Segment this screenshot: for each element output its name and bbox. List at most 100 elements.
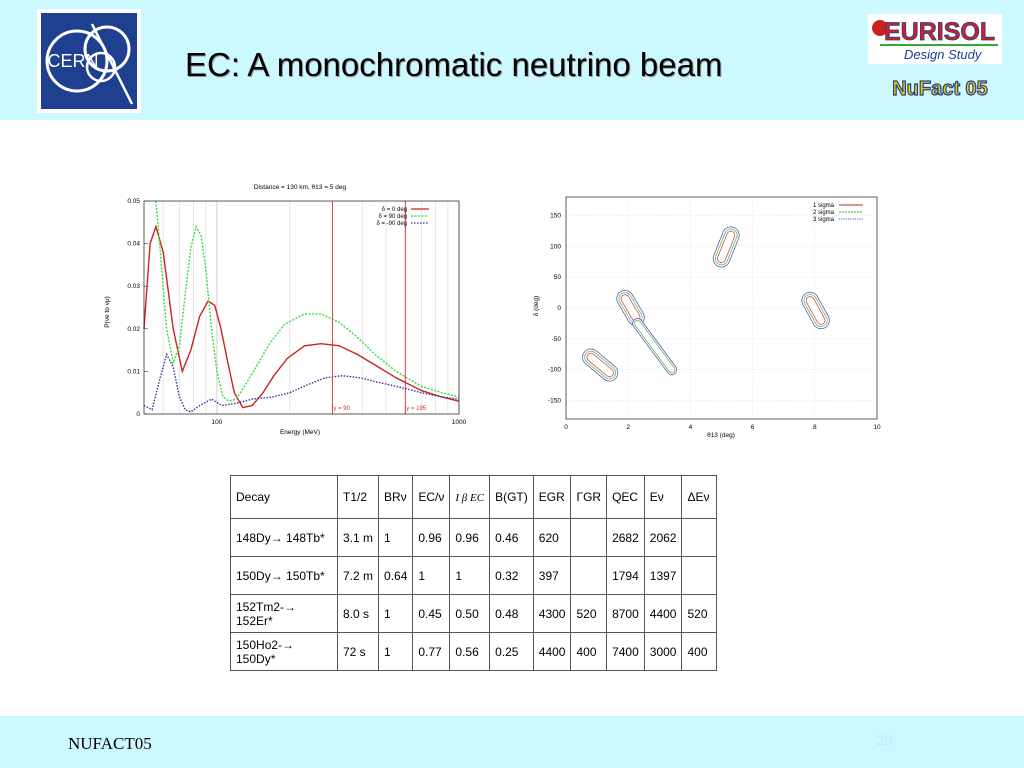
table-cell: 0.32 xyxy=(489,556,534,595)
header-bgt: B(GT) xyxy=(489,475,534,519)
chart2-xtick-label: 8 xyxy=(813,424,817,431)
chart2-ytick-label: 150 xyxy=(550,213,561,220)
cern-logo-text: CERN xyxy=(47,51,98,71)
chart1-xtick-label: 1000 xyxy=(452,419,467,426)
header-gamma-gr-text: ΓGR xyxy=(576,490,602,504)
chart2-legend-label: 2 sigma xyxy=(813,210,835,216)
page-number: 29 xyxy=(876,732,893,749)
chart1-ytick-label: 0.03 xyxy=(127,283,140,290)
header-decay-text: Decay xyxy=(236,490,271,504)
chart2-ytick-label: 0 xyxy=(557,305,561,312)
table-cell: 0.46 xyxy=(489,518,534,557)
chart1-gamma-label: γ = 195 xyxy=(406,406,427,412)
chart1-ytick-label: 0.01 xyxy=(127,368,140,375)
header-decay: Decay xyxy=(230,475,338,519)
table-cell: 0.64 xyxy=(378,556,414,595)
table-cell: 0.50 xyxy=(449,594,491,633)
header-bgt-text: B(GT) xyxy=(495,490,528,504)
decay-table: Decay T1/2 BRν EC/ν I β EC B(GT) EGR ΓGR… xyxy=(230,475,718,671)
chart1-gamma-label: γ = 90 xyxy=(333,406,350,412)
table-cell: 3000 xyxy=(643,632,683,671)
chart2-legend-label: 1 sigma xyxy=(813,203,835,209)
chart2-region-fill xyxy=(621,295,640,321)
table-cell: 0.56 xyxy=(449,632,491,671)
header-qec-text: QEC xyxy=(612,490,639,504)
confidence-region-chart-svg: θ13 (deg) δ (deg) -150 -100 -50 0 50 100 150 0 2… xyxy=(533,196,881,439)
chart1-ytick-label: 0.05 xyxy=(127,198,140,205)
slide-title: EC: A monochromatic neutrino beam xyxy=(185,46,723,83)
table-cell: 0.45 xyxy=(412,594,451,633)
table-header-row: Decay T1/2 BRν EC/ν I β EC B(GT) EGR ΓGR… xyxy=(230,475,718,519)
table-cell: 520 xyxy=(570,594,608,633)
nufact-logo: NuFact 05 xyxy=(885,75,995,101)
confidence-region-chart: θ13 (deg) δ (deg) -150 -100 -50 0 50 100 150 0 2… xyxy=(525,192,887,442)
table-cell: 520 xyxy=(681,594,718,633)
table-cell: 1 xyxy=(378,594,414,633)
chart2-region-fill xyxy=(806,296,825,324)
eurisol-logo-sub: Design Study xyxy=(904,47,983,62)
table-row: 150Dy→ 150Tb* 7.2 m 0.64 1 1 0.32 397 17… xyxy=(230,556,718,595)
chart1-series-line xyxy=(155,200,460,402)
header-intensity-text: I β EC xyxy=(455,492,485,504)
table-cell: 8700 xyxy=(606,594,645,633)
chart1-ytick-label: 0 xyxy=(136,411,140,418)
table-cell xyxy=(570,518,608,557)
table-cell: 4400 xyxy=(532,632,572,671)
table-cell xyxy=(681,518,718,557)
table-cell: 3.1 m xyxy=(336,518,380,557)
probability-chart: Distance = 130 km, θ13 = 5 deg Energy (M… xyxy=(100,182,472,440)
chart2-ytick-label: 100 xyxy=(550,243,561,250)
chart2-ytick-label: 50 xyxy=(554,274,562,281)
table-cell: 1 xyxy=(412,556,451,595)
table-cell: 1 xyxy=(378,632,414,671)
chart1-ytick-label: 0.04 xyxy=(127,241,140,248)
table-cell: 152Tm2-→ 152Er* xyxy=(230,594,338,633)
table-cell: 0.77 xyxy=(412,632,451,671)
table-cell: 400 xyxy=(570,632,608,671)
table-cell: 0.48 xyxy=(489,594,534,633)
chart1-legend-label: δ = 0 deg xyxy=(382,207,407,213)
table-cell: 4300 xyxy=(532,594,572,633)
chart2-ytick-label: -100 xyxy=(548,367,561,374)
table-cell xyxy=(570,556,608,595)
header-ec-ratio-text: EC/ν xyxy=(418,490,445,504)
header-e-nu-text: Eν xyxy=(649,490,664,504)
header-half-life-text: T1/2 xyxy=(343,490,368,504)
header-branching-ratio-text: BRν xyxy=(384,490,407,504)
table-cell: 72 s xyxy=(336,632,380,671)
table-cell: 7400 xyxy=(606,632,645,671)
chart2-xtick-label: 2 xyxy=(626,424,630,431)
chart1-frame xyxy=(143,200,460,415)
chart2-ytick-label: -50 xyxy=(552,336,562,343)
header-e-nu: Eν xyxy=(643,475,683,519)
chart1-legend-label: δ = -90 deg xyxy=(376,221,407,227)
chart2-frame xyxy=(565,196,878,420)
nufact-logo-text: NuFact 05 xyxy=(892,78,988,100)
table-cell: 397 xyxy=(532,556,572,595)
header-ec-ratio: EC/ν xyxy=(412,475,451,519)
table-cell: 1397 xyxy=(643,556,683,595)
cern-logo: CERN xyxy=(37,9,141,113)
table-cell: 7.2 m xyxy=(336,556,380,595)
chart1-xtick-label: 100 xyxy=(211,419,222,426)
chart2-region-fill xyxy=(634,320,675,373)
chart1-legend-label: δ = 90 deg xyxy=(378,214,407,220)
header-branching-ratio: BRν xyxy=(378,475,414,519)
chart2-xtick-label: 0 xyxy=(564,424,568,431)
table-cell: 4400 xyxy=(643,594,683,633)
table-cell: 1794 xyxy=(606,556,645,595)
chart2-region-fill xyxy=(717,231,735,263)
chart2-xtick-label: 4 xyxy=(689,424,693,431)
chart2-xlabel: θ13 (deg) xyxy=(707,432,735,439)
footer-text: NUFACT05 xyxy=(68,734,152,753)
probability-chart-svg: Distance = 130 km, θ13 = 5 deg Energy (M… xyxy=(104,184,467,436)
chart1-xlabel: Energy (MeV) xyxy=(280,429,320,436)
chart2-ylabel: δ (deg) xyxy=(533,296,540,317)
header-egr: EGR xyxy=(532,475,572,519)
table-cell: 0.96 xyxy=(412,518,451,557)
chart2-ytick-label: -150 xyxy=(548,398,561,405)
table-cell xyxy=(681,556,718,595)
chart2-legend-label: 3 sigma xyxy=(813,217,835,223)
table-cell: 0.96 xyxy=(449,518,491,557)
table-row: 150Ho2-→ 150Dy* 72 s 1 0.77 0.56 0.25 44… xyxy=(230,632,718,671)
